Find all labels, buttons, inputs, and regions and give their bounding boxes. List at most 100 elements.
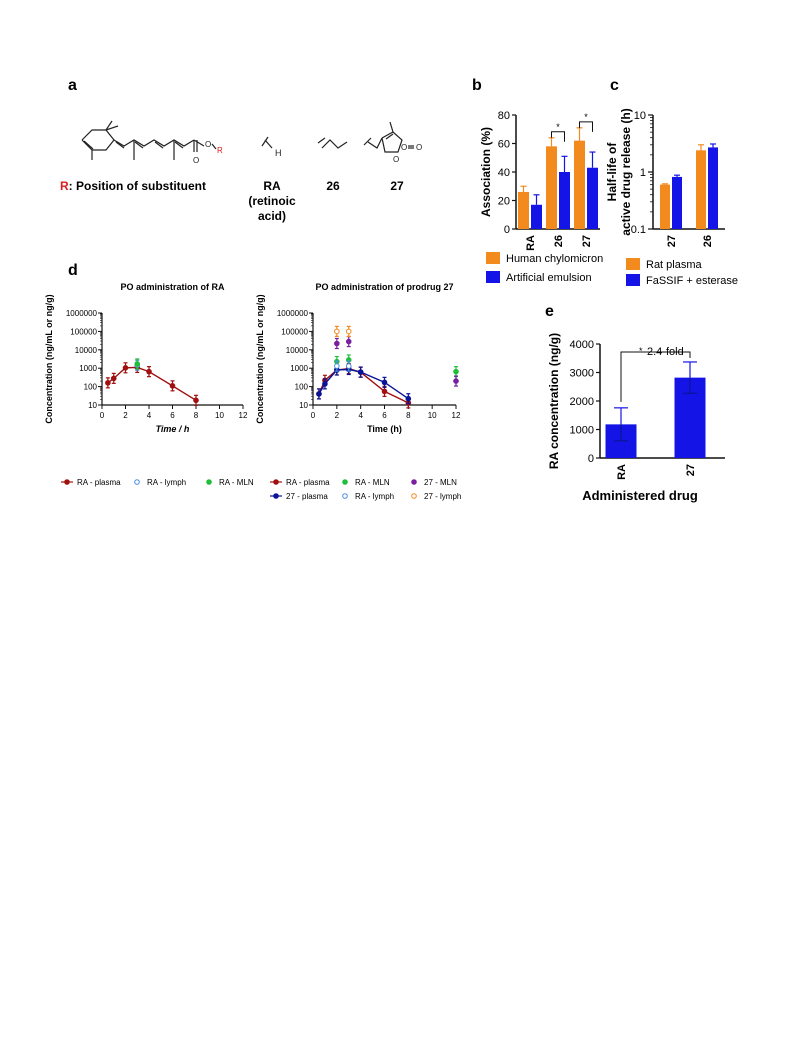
- x-axis-label: Administered drug: [582, 488, 698, 503]
- bar: [574, 140, 585, 229]
- data-point: [134, 361, 141, 367]
- x-tick-label: 0: [311, 411, 316, 420]
- legend-swatch: [626, 274, 640, 286]
- panel-label-a: a: [68, 77, 77, 94]
- y-tick-label: 1000: [79, 364, 97, 373]
- legend-label: Artificial emulsion: [506, 272, 592, 284]
- data-point: [453, 368, 459, 375]
- carbonyl-oxygen: O: [193, 156, 199, 165]
- data-point: [357, 369, 364, 375]
- data-point: [105, 380, 111, 386]
- legend-label: 27 - lymph: [424, 492, 461, 501]
- substituent-r-letter: R: [60, 179, 69, 193]
- legend-swatch: [626, 258, 640, 270]
- bar: [708, 147, 718, 229]
- y-tick-label: 1000: [570, 425, 594, 437]
- bar: [531, 204, 542, 229]
- fold-change-annotation: 2.4-fold: [647, 346, 684, 358]
- y-tick-label: 20: [498, 196, 510, 208]
- legend-marker: [134, 479, 140, 485]
- legend-label: RA - lymph: [355, 492, 394, 501]
- y-tick-label: 10000: [75, 346, 98, 355]
- legend-marker: [342, 493, 348, 499]
- compound-label-ra: RA: [263, 179, 281, 193]
- legend-label: RA - plasma: [286, 478, 330, 487]
- bar: [660, 184, 670, 229]
- data-point: [381, 379, 388, 386]
- compound-label-27: 27: [390, 179, 404, 193]
- legend-label: Rat plasma: [646, 259, 703, 271]
- data-point: [345, 363, 352, 369]
- x-tick-label: 4: [147, 411, 152, 420]
- significance-star: *: [639, 346, 643, 356]
- series-line: [107, 366, 197, 401]
- x-tick-label: 8: [406, 411, 411, 420]
- data-point: [146, 368, 152, 375]
- x-tick-label: 0: [100, 411, 105, 420]
- compound-label-26: 26: [326, 179, 340, 193]
- x-tick-label: 26: [702, 235, 714, 247]
- x-tick-label: 27: [666, 235, 678, 247]
- x-tick-label: 12: [452, 411, 461, 420]
- x-tick-label: 8: [194, 411, 199, 420]
- data-point: [453, 378, 459, 384]
- chart-association: 0 20 40 60 80 Association (%) RA 26 27 * * Human ch…: [479, 110, 603, 284]
- x-tick-label: 10: [428, 411, 437, 420]
- y-tick-label: 10: [634, 110, 646, 122]
- y-tick-label: 1000000: [66, 309, 98, 318]
- x-tick-label: 27: [685, 464, 697, 476]
- retinoic-acid-structure: [81, 120, 217, 160]
- y-tick-label: 1: [640, 167, 646, 179]
- legend-label: RA - lymph: [147, 478, 186, 487]
- y-tick-label: 1000000: [277, 309, 309, 318]
- legend-label: RA - plasma: [77, 478, 121, 487]
- x-tick-label: 6: [170, 411, 175, 420]
- y-tick-label: 10000: [286, 346, 309, 355]
- data-point: [405, 395, 412, 402]
- ester-oxygen: O: [205, 140, 211, 149]
- panel-label-e: e: [545, 303, 554, 320]
- y-tick-label: 10: [88, 401, 97, 410]
- y-axis-label: RA concentration (ng/g): [547, 333, 561, 469]
- legend-label: Human chylomicron: [506, 253, 603, 265]
- x-tick-label: RA: [616, 464, 628, 480]
- bar: [546, 146, 557, 229]
- data-point: [334, 363, 340, 369]
- legend-label: RA - MLN: [219, 478, 254, 487]
- data-point: [322, 381, 328, 387]
- legend-marker: [342, 479, 348, 485]
- x-tick-label: 12: [239, 411, 248, 420]
- y-tick-label: 60: [498, 139, 510, 151]
- panel-label-b: b: [472, 77, 482, 94]
- y-tick-label: 100: [295, 383, 309, 392]
- legend-marker: [273, 479, 279, 485]
- legend-label: RA - MLN: [355, 478, 390, 487]
- y-tick-label: 2000: [570, 396, 594, 408]
- y-axis-label: active drug release (h): [619, 108, 633, 235]
- x-tick-label: RA: [525, 235, 537, 251]
- ring-oxygen-lower: O: [393, 155, 399, 164]
- data-point: [122, 365, 129, 371]
- significance-bracket: [579, 121, 593, 132]
- legend-label: FaSSIF + esterase: [646, 275, 738, 287]
- y-tick-label: 80: [498, 110, 510, 122]
- x-tick-label: 4: [358, 411, 363, 420]
- data-point: [334, 340, 340, 347]
- bar: [672, 176, 682, 229]
- legend-swatch: [486, 252, 500, 264]
- bar: [587, 167, 598, 229]
- substituent-ra-structure: [261, 136, 273, 149]
- y-axis-label: Concentration (ng/mL or ng/g): [255, 294, 265, 423]
- significance-bracket: [620, 351, 691, 402]
- y-tick-label: 40: [498, 167, 510, 179]
- panel-label-d: d: [68, 262, 78, 279]
- data-point: [345, 328, 352, 335]
- substituent-caption: R: Position of substituent: [60, 179, 206, 193]
- x-axis-label: Time / h: [156, 424, 190, 434]
- compound-label-ra-sub2: acid): [258, 209, 286, 223]
- y-tick-label: 4000: [570, 339, 594, 351]
- x-axis-label: Time (h): [367, 424, 402, 434]
- y-axis-label: Association (%): [479, 127, 493, 217]
- data-point: [193, 397, 199, 404]
